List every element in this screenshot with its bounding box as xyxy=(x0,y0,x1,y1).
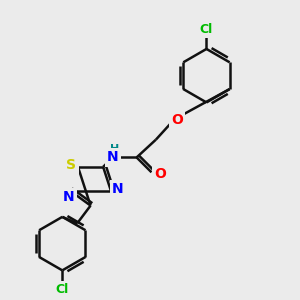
Text: N: N xyxy=(107,150,119,164)
Text: Cl: Cl xyxy=(56,283,69,296)
Text: O: O xyxy=(171,113,183,127)
Text: N: N xyxy=(63,190,74,204)
Text: Cl: Cl xyxy=(200,22,213,35)
Text: N: N xyxy=(112,182,123,196)
Text: S: S xyxy=(66,158,76,172)
Text: H: H xyxy=(110,143,119,154)
Text: O: O xyxy=(154,167,166,181)
